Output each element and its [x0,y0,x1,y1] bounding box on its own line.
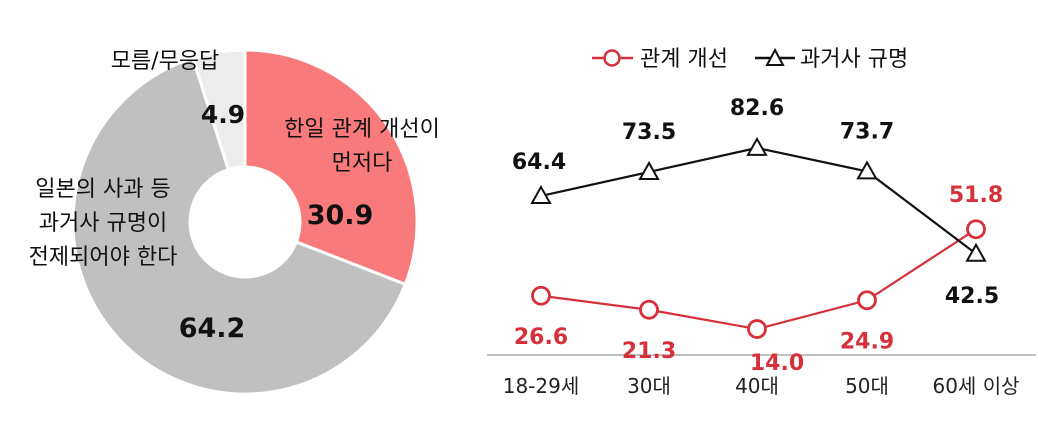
donut-slice [71,56,408,396]
series-point-triangle [530,184,552,204]
slice-label: 모름/무응답 [111,49,220,74]
series-line-relation [540,228,977,331]
data-label: 82.6 [730,96,784,121]
legend-label: 관계 개선 [640,47,728,72]
slice-label: 한일 관계 개선이 [284,117,440,142]
slice-label: 일본의 사과 등 [35,177,170,202]
series-point-triangle [965,242,987,262]
x-tick-label: 18-29세 [503,374,580,398]
data-label: 73.7 [840,119,894,144]
series-point-circle [857,290,877,311]
slice-value-label: 30.9 [307,200,374,231]
data-label: 21.3 [622,339,676,364]
donut-slice [243,48,419,287]
series-point-circle [747,319,767,339]
slice-value-label: 4.9 [201,100,245,129]
series-point-circle [639,299,659,320]
slice-label: 과거사 규명이 [39,211,167,236]
slice-value-label: 64.2 [179,313,246,344]
series-point-triangle [856,160,878,180]
slice-label: 전제되어야 한다 [29,245,178,270]
data-label: 51.8 [949,183,1003,208]
series-point-circle [966,219,986,240]
data-label: 42.5 [945,284,999,309]
x-tick-label: 30대 [627,374,671,398]
data-label: 14.0 [750,351,804,376]
series-point-triangle [746,136,768,156]
legend-marker-circle [603,49,621,67]
legend-label: 과거사 규명 [800,47,908,72]
slice-label: 먼저다 [332,151,393,176]
series-line-history [540,146,977,255]
x-tick-label: 40대 [735,374,779,398]
series-point-circle [531,285,551,306]
x-tick-label: 50대 [845,374,889,398]
x-tick-label: 60세 이상 [932,374,1019,398]
data-label: 26.6 [514,325,568,350]
data-label: 73.5 [622,120,676,145]
data-label: 64.4 [512,150,566,175]
data-label: 24.9 [840,329,894,354]
legend-marker-triangle [765,47,785,66]
series-point-triangle [638,160,660,180]
donut-slice [190,48,247,172]
